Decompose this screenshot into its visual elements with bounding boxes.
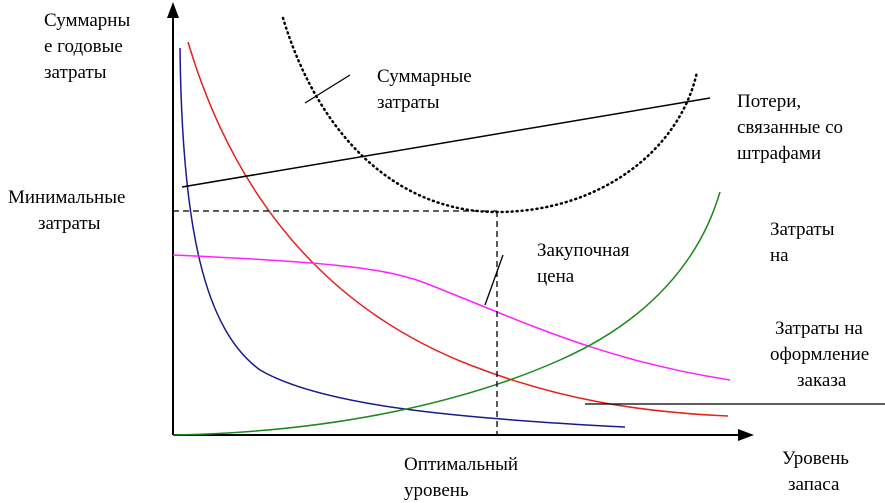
purchase-price-label: Закупочная цена [537, 240, 634, 287]
penalty-cost-line [181, 97, 711, 188]
y-axis-label: Суммарны е годовые затраты [44, 10, 135, 83]
y-axis-arrow [167, 2, 179, 18]
x-axis-label: Уровень запаса [782, 448, 854, 495]
purchase-price-leader [484, 254, 504, 306]
x-axis-arrow [738, 429, 754, 441]
holding-cost-curve [172, 191, 721, 436]
purchase-price-curve [172, 254, 731, 381]
axes [167, 2, 754, 441]
total-cost-leader [304, 74, 351, 104]
ordering-cost-curve [179, 47, 626, 428]
holding-cost-label: Затраты на [770, 219, 839, 266]
min-cost-label: Минимальные затраты [8, 187, 130, 234]
total-cost-label: Суммарные затраты [377, 66, 476, 113]
total-cost-curve [281, 16, 699, 214]
ordering-cost-label: Затраты на оформление заказа [770, 318, 874, 391]
red-cost-curve [187, 41, 729, 417]
penalty-label: Потери, связанные со штрафами [737, 91, 848, 164]
optimal-level-label: Оптимальный уровень [404, 454, 523, 501]
